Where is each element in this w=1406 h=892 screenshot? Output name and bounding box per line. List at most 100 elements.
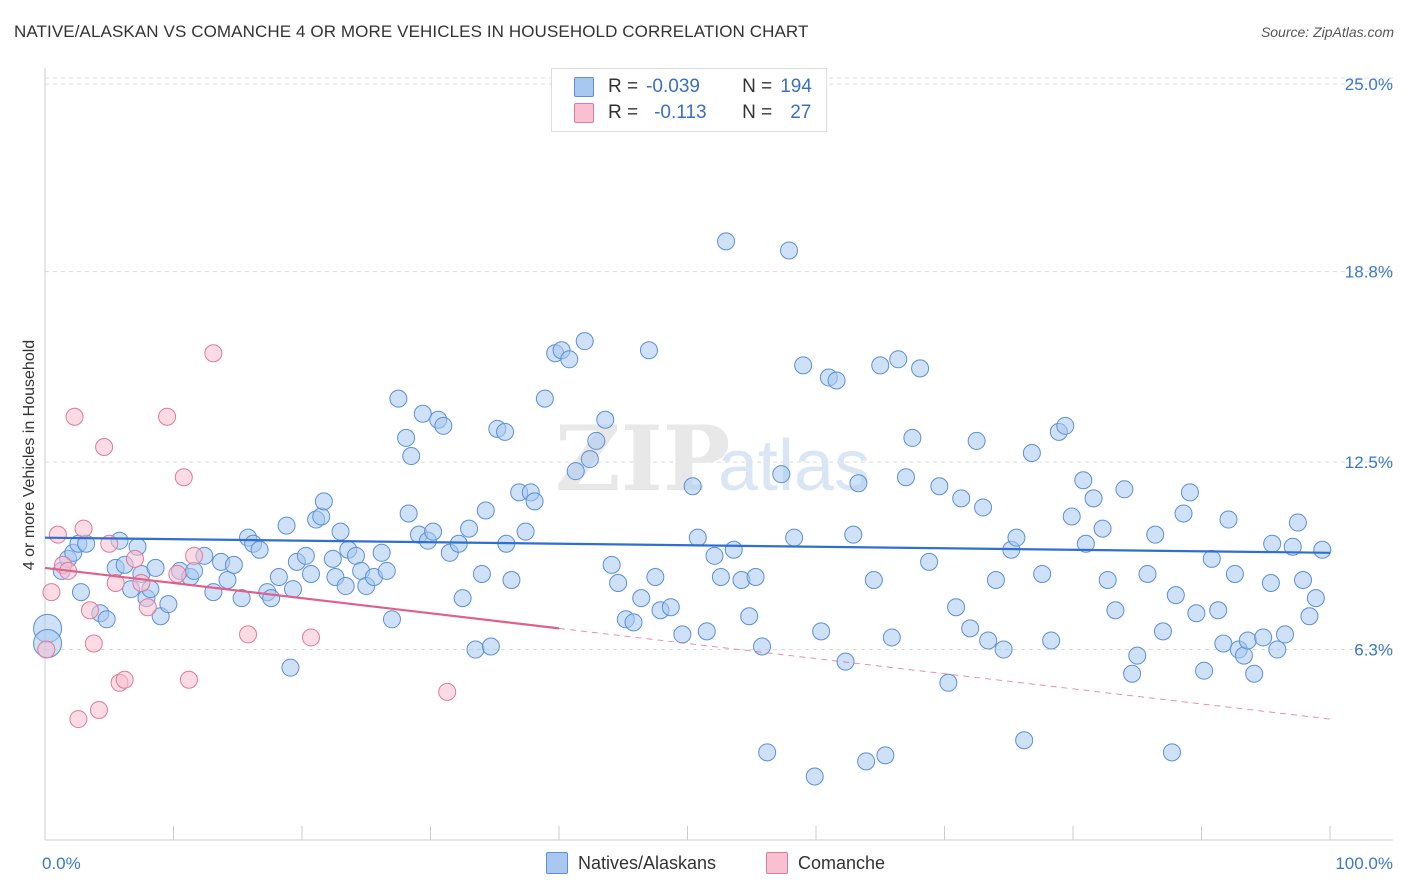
y-tick-label: 25.0% xyxy=(1345,75,1393,94)
data-point xyxy=(460,519,479,538)
data-point xyxy=(560,350,579,369)
chart-title: NATIVE/ALASKAN VS COMANCHE 4 OR MORE VEH… xyxy=(14,22,809,41)
legend-item-comanche[interactable]: Comanche xyxy=(766,852,885,874)
y-tick-label: 6.3% xyxy=(1354,641,1393,660)
data-point xyxy=(115,670,134,689)
r-label: R = xyxy=(608,102,639,123)
data-point xyxy=(336,577,355,596)
grid-lines xyxy=(45,77,1395,651)
data-point xyxy=(284,580,303,599)
n-label: N = xyxy=(742,102,773,123)
data-point xyxy=(269,567,288,586)
data-point xyxy=(746,567,765,586)
data-point xyxy=(882,628,901,647)
data-point xyxy=(1263,534,1282,553)
data-point xyxy=(502,571,521,589)
data-point xyxy=(1128,646,1147,665)
r-label: R = xyxy=(608,76,639,97)
data-point xyxy=(1225,564,1244,583)
data-point xyxy=(476,501,495,520)
data-point xyxy=(1115,480,1134,499)
y-tick-label: 12.5% xyxy=(1345,453,1393,472)
data-point xyxy=(952,489,971,508)
data-point xyxy=(389,389,408,408)
data-point xyxy=(602,555,621,574)
data-point xyxy=(132,574,151,593)
data-point xyxy=(89,701,108,719)
data-point xyxy=(1306,589,1325,608)
data-point xyxy=(967,431,986,450)
data-point xyxy=(1062,507,1081,526)
data-point xyxy=(1074,471,1093,490)
watermark-atlas: atlas xyxy=(718,426,870,506)
data-point xyxy=(596,410,615,429)
data-point xyxy=(1146,525,1165,544)
data-point xyxy=(805,767,824,786)
data-point xyxy=(185,546,204,565)
data-point xyxy=(71,583,90,602)
data-point xyxy=(382,610,401,629)
data-point xyxy=(399,504,418,523)
data-point xyxy=(277,516,296,535)
data-point xyxy=(413,404,432,423)
data-point xyxy=(724,540,743,559)
data-point xyxy=(314,492,333,511)
data-point xyxy=(239,625,258,644)
data-point xyxy=(575,332,594,351)
data-point xyxy=(1093,519,1112,538)
source-label: Source: ZipAtlas.com xyxy=(1260,24,1394,40)
data-point xyxy=(397,428,416,447)
data-point xyxy=(683,477,702,496)
data-point xyxy=(1254,628,1273,647)
data-point xyxy=(466,640,485,659)
data-point xyxy=(947,598,966,617)
data-point xyxy=(312,507,331,526)
legend-label: Comanche xyxy=(798,852,886,873)
data-point xyxy=(402,447,421,466)
data-point xyxy=(472,564,491,583)
x-tick-labels: 0.0% 100.0% xyxy=(42,854,1393,873)
data-point xyxy=(1268,640,1287,659)
data-point xyxy=(1056,416,1075,435)
series-legend: Natives/Alaskans Comanche xyxy=(0,852,1406,878)
data-point xyxy=(1294,571,1313,589)
stats-row-natives: R = -0.039 N = 194 xyxy=(574,74,812,100)
data-point xyxy=(535,389,554,408)
data-point xyxy=(1084,489,1103,508)
data-point xyxy=(1234,646,1253,665)
data-point xyxy=(673,625,692,644)
data-point xyxy=(974,498,993,517)
data-point xyxy=(323,549,342,568)
data-point xyxy=(785,528,804,547)
data-point xyxy=(646,567,665,586)
data-point xyxy=(717,232,736,251)
data-point xyxy=(758,743,777,762)
legend-item-natives[interactable]: Natives/Alaskans xyxy=(546,852,716,874)
data-point xyxy=(281,658,300,677)
data-point xyxy=(939,673,958,692)
data-point xyxy=(1076,534,1095,553)
data-point xyxy=(158,407,177,426)
data-point xyxy=(69,710,88,729)
data-point xyxy=(516,522,535,541)
data-point xyxy=(80,601,99,620)
data-point xyxy=(42,583,61,602)
data-point xyxy=(125,549,144,568)
data-point xyxy=(688,528,707,547)
stats-row-comanche: R = -0.113 N = 27 xyxy=(574,100,811,126)
data-point xyxy=(930,477,949,496)
data-point xyxy=(1015,731,1034,750)
r-value: -0.039 xyxy=(646,76,700,97)
data-point xyxy=(661,598,680,617)
data-point xyxy=(224,555,243,574)
data-point xyxy=(1106,601,1125,620)
data-point xyxy=(1098,571,1117,589)
data-point xyxy=(780,241,799,260)
data-point xyxy=(1313,540,1332,559)
data-point xyxy=(697,622,716,641)
data-point xyxy=(849,474,868,493)
n-value: 27 xyxy=(790,102,812,123)
data-point xyxy=(587,431,606,450)
